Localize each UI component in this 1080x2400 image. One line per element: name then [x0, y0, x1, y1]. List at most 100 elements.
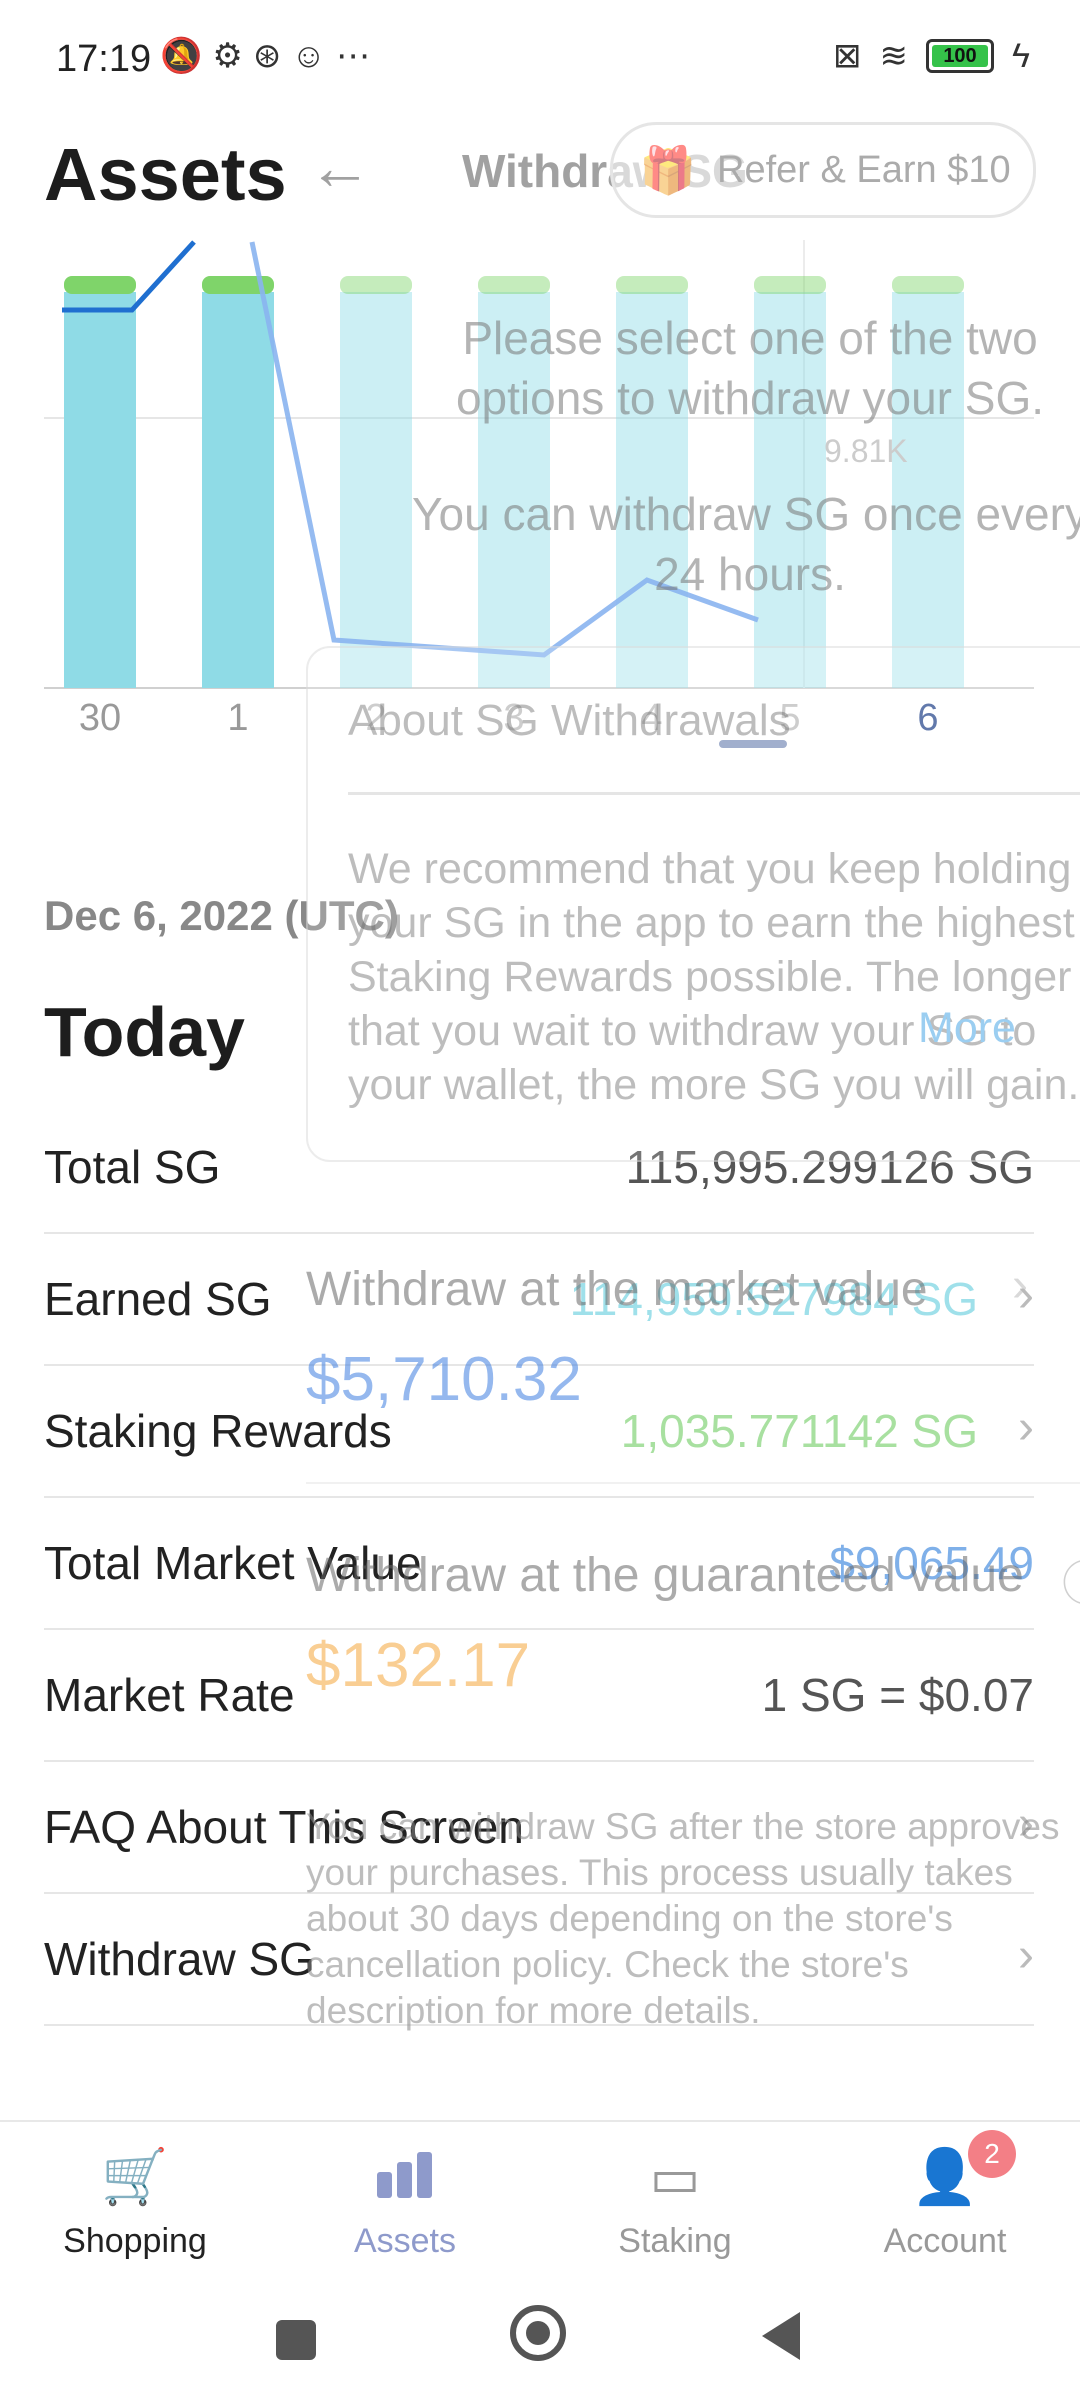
back-button[interactable]	[762, 2312, 800, 2360]
row-value: 1 SG = $0.07	[761, 1669, 1034, 1721]
row-label: Earned SG	[44, 1273, 272, 1325]
row-label: Total Market Value	[44, 1537, 422, 1589]
wallet-icon: ▭	[649, 2148, 701, 2208]
status-left-icons: 🔕⚙⊛☺⋯	[160, 36, 380, 76]
sim-off-icon: ⊠	[833, 37, 862, 75]
row-market-rate: Market Rate 1 SG = $0.07	[44, 1628, 1034, 1762]
row-earned-sg[interactable]: Earned SG 114,959.527984 SG ›	[44, 1232, 1034, 1366]
row-value: 1,035.771142 SG	[620, 1405, 978, 1457]
info-icon[interactable]: ⓘ	[1062, 1544, 1080, 1614]
nav-staking[interactable]: ▭ Staking	[540, 2122, 810, 2272]
chart-bar-cap	[478, 276, 550, 294]
chart-bar	[754, 292, 826, 688]
chart-bar-cap	[616, 276, 688, 294]
more-icon: ⋯	[336, 37, 381, 75]
page-title: Assets	[44, 133, 287, 216]
divider	[348, 792, 1080, 795]
today-heading: Today	[44, 993, 245, 1071]
row-value: 114,959.527984 SG	[569, 1273, 978, 1325]
option-market-value-amount: $5,710.32	[306, 1345, 582, 1414]
assets-chart: 9.81K 30 1 2 3 4 5 6	[44, 240, 1034, 748]
vpn-icon: ⊛	[252, 37, 292, 75]
charging-icon: ϟ	[1012, 36, 1030, 75]
row-staking-rewards[interactable]: Staking Rewards 1,035.771142 SG ›	[44, 1364, 1034, 1498]
refer-earn-button[interactable]: 🎁 Refer & Earn $10	[610, 122, 1036, 218]
chart-bar-cap	[202, 276, 274, 294]
withdraw-frequency-note: You can withdraw SG once every 24 hours.	[412, 488, 1080, 600]
nav-label: Staking	[618, 2222, 732, 2260]
row-withdraw-sg[interactable]: Withdraw SG ›	[44, 1892, 1034, 2026]
chevron-right-icon: ›	[1018, 1401, 1034, 1454]
row-label: FAQ About This Screen	[44, 1801, 524, 1853]
gear-icon: ⚙	[212, 37, 253, 75]
row-label: Withdraw SG	[44, 1933, 315, 1985]
status-right-icons: ⊠ ≋ 100 ϟ	[833, 36, 1030, 76]
chart-bar	[202, 292, 274, 688]
chevron-right-icon: ›	[1012, 1259, 1028, 1312]
recents-button[interactable]	[276, 2320, 316, 2360]
nav-label: Shopping	[63, 2222, 207, 2260]
chart-tick-label: 30	[79, 697, 121, 739]
row-label: Market Rate	[44, 1669, 295, 1721]
chart-annotation: 9.81K	[824, 433, 908, 469]
chart-tick-label: 3	[503, 697, 524, 739]
chart-tick-label: 5	[779, 697, 800, 739]
refer-label: Refer & Earn $10	[717, 149, 1011, 191]
option-market-value-label[interactable]: Withdraw at the market value	[306, 1263, 928, 1316]
option-guaranteed-value-amount: $132.17	[306, 1631, 531, 1700]
battery-icon: 100	[926, 39, 994, 73]
row-label: Staking Rewards	[44, 1405, 392, 1457]
chart-tick-label: 4	[641, 697, 662, 739]
row-label: Total SG	[44, 1141, 221, 1193]
withdraw-title: Withdraw SG	[462, 145, 748, 197]
chart-bar-cap	[340, 276, 412, 294]
app-icon: ☺	[291, 37, 337, 75]
about-card	[306, 646, 1080, 1162]
bar-chart-icon	[377, 2152, 432, 2198]
option-guaranteed-value-label[interactable]: Withdraw at the guaranteed value	[306, 1549, 1024, 1602]
chart-tick-label: 6	[917, 697, 938, 739]
chevron-right-icon: ›	[1018, 1797, 1034, 1850]
date-label: Dec 6, 2022 (UTC)	[44, 892, 399, 939]
chart-tick-label: 2	[365, 697, 386, 739]
bell-muted-icon: 🔕	[160, 37, 213, 75]
chart-bar	[64, 292, 136, 688]
home-button[interactable]	[510, 2305, 566, 2361]
row-value: $9,065.49	[829, 1537, 1034, 1589]
chevron-right-icon: ›	[1018, 1269, 1034, 1322]
wifi-icon: ≋	[879, 37, 909, 75]
chart-bar	[478, 292, 550, 688]
withdraw-description: Please select one of the two options to …	[455, 312, 1045, 424]
nav-label: Assets	[353, 2222, 457, 2260]
chart-bar-cap	[892, 276, 964, 294]
back-arrow-icon[interactable]: ←	[308, 131, 372, 203]
selected-tick-indicator	[719, 740, 787, 748]
person-icon: 👤	[911, 2147, 979, 2207]
nav-shopping[interactable]: 🛒 Shopping	[0, 2122, 270, 2272]
notification-badge: 2	[968, 2130, 1016, 2178]
gift-icon: 🎁	[639, 144, 697, 196]
chevron-right-icon: ›	[1018, 1929, 1034, 1982]
chart-line-light	[249, 241, 759, 658]
status-time: 17:19	[56, 38, 152, 80]
chart-tick-label: 1	[227, 697, 248, 739]
chart-bar	[340, 292, 412, 688]
more-link[interactable]: More	[918, 1004, 1016, 1052]
chart-line-dark	[62, 240, 196, 313]
row-faq[interactable]: FAQ About This Screen ›	[44, 1760, 1034, 1894]
cart-icon: 🛒	[101, 2147, 169, 2207]
bottom-nav: 🛒 Shopping Assets ▭ Staking 👤 2 Account	[0, 2120, 1080, 2272]
about-title: About SG Withdrawals	[348, 696, 791, 745]
chart-bar	[616, 292, 688, 688]
row-total-market-value: Total Market Value $9,065.49	[44, 1496, 1034, 1630]
nav-assets[interactable]: Assets	[270, 2122, 540, 2272]
divider	[306, 1482, 1080, 1484]
withdraw-note: You can withdraw SG after the store appr…	[306, 1806, 1060, 2031]
row-total-sg: Total SG 115,995.299126 SG	[44, 1100, 1034, 1234]
chart-bar	[892, 292, 964, 688]
chart-bar-cap	[754, 276, 826, 294]
about-text: We recommend that you keep holding your …	[348, 845, 1080, 1109]
nav-label: Account	[883, 2222, 1007, 2260]
status-bar: 17:19 🔕⚙⊛☺⋯ ⊠ ≋ 100 ϟ	[0, 0, 1080, 120]
nav-account[interactable]: 👤 2 Account	[810, 2122, 1080, 2272]
